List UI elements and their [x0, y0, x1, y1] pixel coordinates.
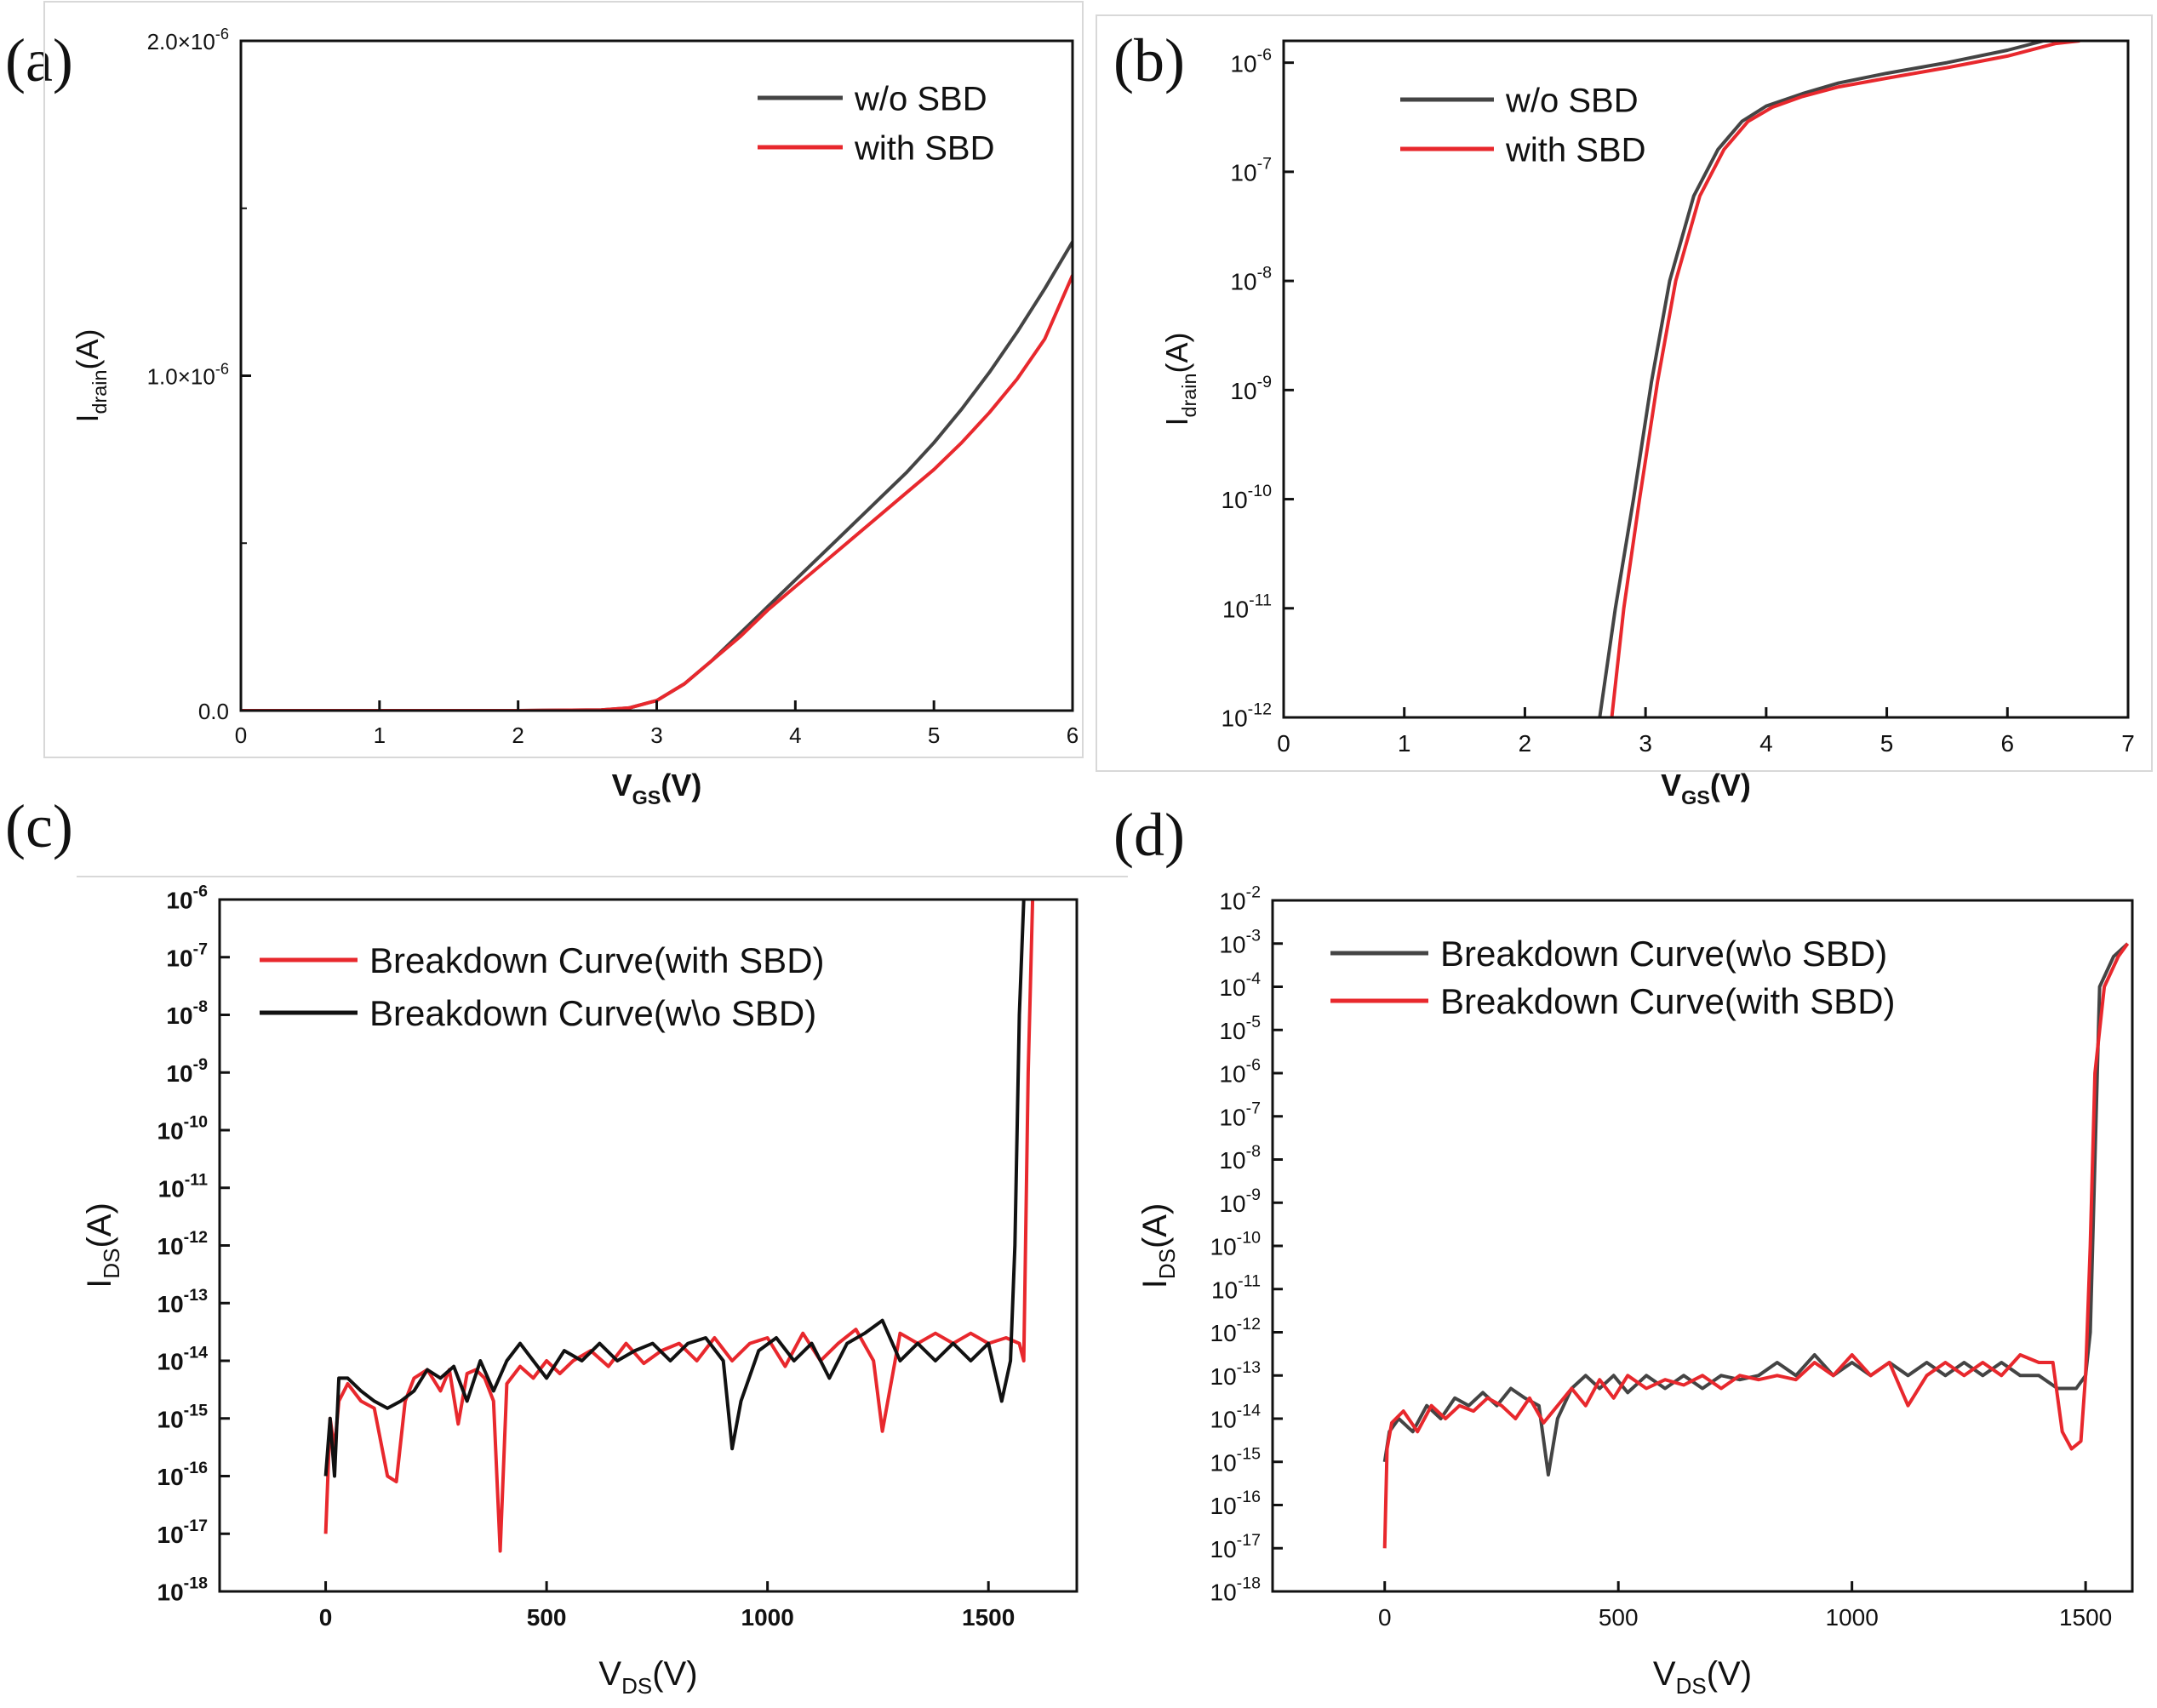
y-tick-label: 10-17 — [157, 1517, 209, 1548]
x-axis-label: VDS(V) — [598, 1655, 697, 1699]
x-tick-label: 2 — [1519, 730, 1532, 757]
series-line-2 — [241, 274, 1073, 711]
y-tick-label: 10-4 — [1219, 969, 1261, 1001]
panel-label-a: (a) — [5, 26, 73, 94]
x-tick-label: 1 — [374, 723, 386, 748]
y-tick-label: 10-7 — [166, 940, 208, 971]
y-tick-label: 10-10 — [1210, 1229, 1262, 1260]
x-tick-label: 6 — [1067, 723, 1078, 748]
y-tick-label: 10-8 — [166, 997, 208, 1029]
y-tick-label: 10-13 — [157, 1286, 209, 1317]
y-tick-label: 10-12 — [1222, 700, 1272, 732]
x-tick-label: 1 — [1398, 730, 1411, 757]
x-tick-label: 3 — [1639, 730, 1652, 757]
x-tick-label: 1000 — [1826, 1604, 1879, 1631]
series-line-2 — [1610, 41, 2080, 717]
y-tick-label: 0.0 — [198, 699, 229, 724]
series-line-1 — [241, 241, 1073, 711]
y-tick-label: 10-2 — [1219, 883, 1261, 915]
y-tick-label: 10-17 — [1210, 1531, 1261, 1562]
y-tick-label: 10-10 — [1222, 482, 1273, 513]
series-line-1 — [1598, 41, 2068, 717]
x-tick-label: 0 — [1277, 730, 1290, 757]
x-tick-label: 5 — [1880, 730, 1894, 757]
legend-label-1: w/o SBD — [1505, 82, 1639, 119]
y-tick-label: 10-3 — [1219, 926, 1261, 957]
y-tick-label: 10-6 — [1219, 1056, 1261, 1088]
panel-label-b: (b) — [1113, 26, 1185, 94]
x-tick-label: 0 — [319, 1604, 333, 1631]
legend-label-2: with SBD — [854, 129, 995, 167]
legend-label-1: Breakdown Curve(w\o SBD) — [1440, 934, 1887, 974]
legend-label-2: Breakdown Curve(with SBD) — [1440, 981, 1896, 1021]
x-tick-label: 1500 — [2059, 1604, 2112, 1631]
y-axis-label: IDS(A) — [1136, 1203, 1180, 1289]
y-axis-label: Idrain(A) — [70, 328, 111, 422]
x-tick-label: 2 — [512, 723, 524, 748]
legend-label-2: Breakdown Curve(w\o SBD) — [369, 993, 816, 1033]
y-tick-label: 10-15 — [1210, 1444, 1262, 1476]
y-tick-label: 10-7 — [1219, 1099, 1261, 1130]
x-axis-label: VGS(V) — [612, 768, 702, 808]
panel-b-outline — [1096, 14, 2153, 772]
chart-panel-c: 0 500 1000 1500 10-18 10-17 10-16 10-15 10-14 10-… — [81, 883, 1078, 1699]
y-tick-label: 10-15 — [157, 1401, 209, 1432]
x-axis-label: VGS(V) — [1661, 768, 1751, 808]
y-tick-label: 10-10 — [157, 1113, 209, 1145]
x-tick-label: 7 — [2121, 730, 2135, 757]
y-tick-label: 10-9 — [166, 1055, 208, 1087]
plot-frame — [1282, 39, 2130, 719]
y-tick-label: 10-12 — [157, 1228, 209, 1260]
y-tick-label: 10-16 — [157, 1459, 209, 1490]
y-tick-label: 10-11 — [1211, 1271, 1261, 1303]
x-tick-label: 500 — [1599, 1604, 1639, 1631]
y-tick-label: 10-12 — [1210, 1315, 1261, 1346]
y-tick-label: 10-7 — [1230, 155, 1272, 186]
y-tick-label: 10-6 — [1230, 45, 1272, 77]
x-tick-label: 6 — [2000, 730, 2014, 757]
x-tick-label: 0 — [1378, 1604, 1392, 1631]
y-tick-label: 10-14 — [157, 1344, 209, 1375]
series-line-1 — [1382, 942, 2129, 1477]
legend-label-2: with SBD — [1505, 131, 1646, 169]
y-tick-label: 10-8 — [1219, 1142, 1261, 1174]
y-axis-label: IDS(A) — [81, 1202, 124, 1288]
legend-label-1: Breakdown Curve(with SBD) — [369, 940, 825, 980]
x-tick-label: 0 — [235, 723, 247, 748]
x-axis-label: VDS(V) — [1653, 1655, 1752, 1699]
x-tick-label: 3 — [650, 723, 662, 748]
y-axis-label: Idrain(A) — [1159, 332, 1200, 426]
y-tick-label: 10-8 — [1230, 264, 1272, 295]
x-tick-label: 1500 — [962, 1604, 1015, 1631]
y-tick-label: 10-9 — [1219, 1185, 1261, 1217]
y-tick-label: 10-13 — [1210, 1358, 1262, 1390]
y-tick-label: 10-5 — [1219, 1013, 1261, 1044]
x-tick-label: 4 — [1759, 730, 1773, 757]
series-line-2 — [323, 900, 1026, 1478]
y-tick-label: 10-14 — [1210, 1402, 1262, 1433]
panel-label-d: (d) — [1113, 801, 1185, 869]
series-line-2 — [1382, 942, 2130, 1549]
legend-label-1: w/o SBD — [854, 80, 987, 117]
chart-panel-a: 0 1 2 3 4 5 6 0.0 1.0×10-6 2.0×10-6 VGS(V) Idrain(A… — [70, 26, 1078, 808]
panel-a-outline — [43, 1, 1084, 758]
x-tick-label: 1000 — [741, 1604, 794, 1631]
y-tick-label: 10-16 — [1210, 1488, 1262, 1519]
x-tick-label: 5 — [928, 723, 940, 748]
y-tick-label: 1.0×10-6 — [147, 361, 229, 390]
panel-label-c: (c) — [5, 792, 73, 860]
x-tick-label: 500 — [527, 1604, 567, 1631]
x-tick-label: 4 — [789, 723, 801, 748]
y-tick-label: 10-6 — [166, 883, 208, 914]
y-tick-label: 10-11 — [158, 1170, 208, 1202]
y-tick-label: 10-9 — [1230, 373, 1272, 404]
y-tick-label: 2.0×10-6 — [147, 26, 229, 54]
chart-panel-b: 0 1 2 3 4 5 6 7 10-12 10-11 10-10 10-9 10-8 10-7 10-6 V… — [1159, 39, 2135, 808]
y-tick-label: 10-11 — [1222, 591, 1272, 622]
chart-panel-d: 0 500 1000 1500 10-18 10-17 10-16 10-15 10-14 10-… — [1136, 883, 2134, 1699]
y-tick-label: 10-18 — [1210, 1574, 1262, 1606]
y-tick-label: 10-18 — [157, 1574, 209, 1606]
